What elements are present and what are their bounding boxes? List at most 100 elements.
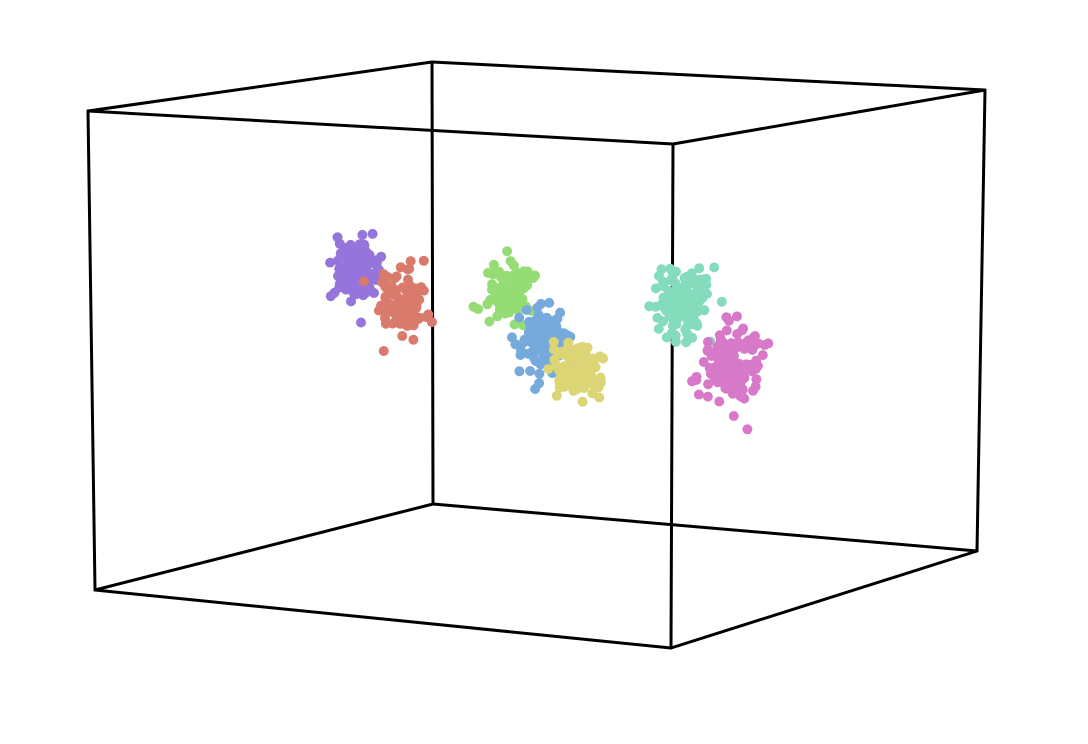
data-point <box>514 312 525 323</box>
data-point <box>378 346 389 356</box>
data-point <box>390 273 400 284</box>
data-point <box>356 317 366 328</box>
data-point <box>506 285 517 296</box>
cluster-7 <box>687 311 774 435</box>
cluster-5 <box>543 336 609 407</box>
data-point <box>378 269 389 279</box>
data-point <box>380 318 391 329</box>
data-point <box>535 337 546 348</box>
data-point <box>682 279 693 290</box>
data-point <box>371 255 382 266</box>
data-point <box>712 341 723 352</box>
data-point <box>730 341 741 352</box>
data-point <box>534 378 545 389</box>
data-point <box>358 276 369 287</box>
data-point <box>707 348 717 359</box>
data-point <box>732 381 742 392</box>
data-point <box>592 378 603 389</box>
data-point <box>380 292 391 303</box>
bounding-box <box>86 60 987 650</box>
data-point <box>565 353 576 364</box>
data-point <box>732 311 742 322</box>
data-point <box>529 330 540 341</box>
cluster-6 <box>644 262 727 348</box>
data-point <box>418 255 429 266</box>
box-edge <box>93 588 673 650</box>
data-point <box>721 312 732 323</box>
box-edge <box>669 549 979 650</box>
data-point <box>544 297 555 308</box>
data-point <box>686 301 696 312</box>
data-point <box>334 263 345 274</box>
data-point <box>701 279 712 290</box>
data-point <box>473 304 484 315</box>
data-point <box>367 228 378 239</box>
data-point <box>671 266 681 277</box>
data-point <box>714 396 725 407</box>
data-point <box>548 344 559 355</box>
data-point <box>661 305 672 316</box>
data-point <box>383 301 394 311</box>
data-point <box>340 284 351 295</box>
data-point <box>485 294 496 305</box>
data-point <box>724 370 735 381</box>
cluster-3 <box>468 246 541 331</box>
data-point <box>332 232 343 243</box>
data-point <box>525 322 536 333</box>
data-point <box>555 363 566 374</box>
box-edge <box>669 142 675 650</box>
data-point <box>703 336 713 347</box>
data-point <box>737 325 748 336</box>
data-point <box>671 319 682 330</box>
box-edge <box>430 60 987 92</box>
box-edge <box>86 60 434 113</box>
data-point <box>704 363 715 373</box>
data-point <box>735 369 746 380</box>
data-point <box>728 411 739 421</box>
data-point <box>728 363 739 373</box>
data-point <box>562 380 573 391</box>
data-point <box>577 341 588 352</box>
data-point <box>400 296 410 307</box>
data-point <box>373 305 384 316</box>
data-point <box>518 338 529 348</box>
data-point <box>721 383 732 394</box>
data-point <box>501 292 511 303</box>
data-point <box>513 276 524 287</box>
data-point <box>579 357 590 367</box>
data-point <box>749 331 760 341</box>
data-point <box>405 256 416 267</box>
data-point <box>346 296 356 307</box>
data-point <box>554 382 565 393</box>
data-point <box>492 311 503 322</box>
data-point <box>598 353 609 364</box>
data-point <box>590 362 601 373</box>
data-point <box>502 246 513 257</box>
data-point <box>757 350 768 361</box>
data-point <box>325 257 336 268</box>
data-point <box>408 334 419 345</box>
data-point <box>656 264 667 275</box>
data-point <box>395 305 406 316</box>
data-point <box>423 309 434 320</box>
data-point <box>759 340 770 350</box>
data-point <box>683 331 694 342</box>
data-point <box>543 364 554 374</box>
data-point <box>683 318 694 329</box>
data-point <box>549 320 560 331</box>
data-point <box>750 381 761 392</box>
data-point <box>694 263 705 274</box>
data-point <box>691 375 702 385</box>
data-point <box>548 336 559 347</box>
data-point <box>693 389 704 400</box>
data-point <box>391 315 402 326</box>
data-point <box>721 325 732 336</box>
data-point <box>644 301 655 312</box>
data-point <box>558 371 569 382</box>
data-point <box>587 388 598 399</box>
data-point <box>716 296 727 307</box>
point-clusters <box>325 228 774 435</box>
data-point <box>745 364 756 375</box>
data-point <box>483 267 493 278</box>
box-edge <box>430 60 435 506</box>
